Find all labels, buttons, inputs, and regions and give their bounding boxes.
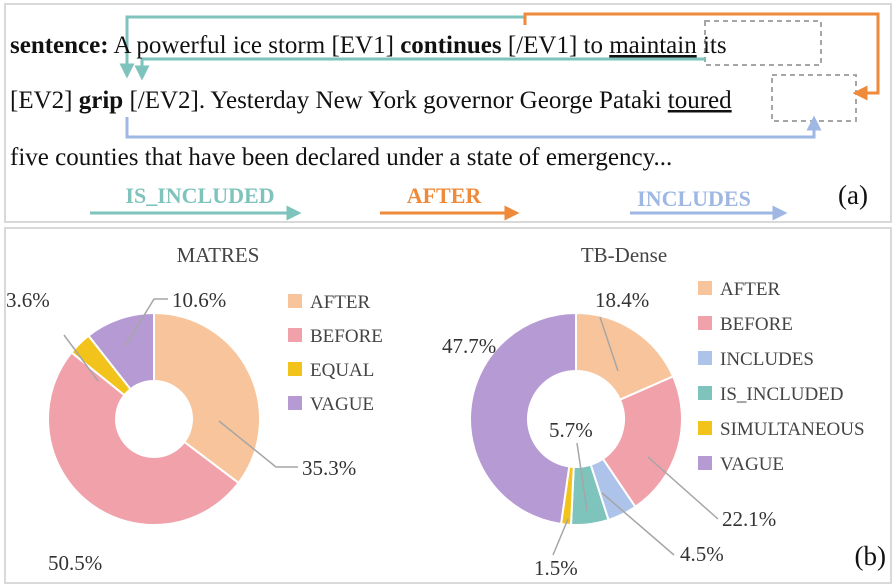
tbdense-value-simultaneous: 1.5% <box>534 556 578 580</box>
matres-slice-before <box>47 351 240 526</box>
matres-leader-lines <box>63 298 298 468</box>
sentence-line-3: five counties that have been declared un… <box>10 144 672 171</box>
matres-leader-equal <box>63 334 99 382</box>
line1-text-3: its <box>697 32 727 59</box>
line1-text-1: A powerful ice storm [EV1] <box>109 32 401 59</box>
matres-value-after: 35.3% <box>302 456 356 480</box>
panel-a: sentence: A powerful ice storm [EV1] con… <box>4 3 892 223</box>
tbdense-leader-before <box>647 456 719 520</box>
legend-includes-label: INCLUDES <box>637 186 751 211</box>
matres-legend-swatch-after <box>288 294 302 308</box>
tbdense-legend-before: BEFORE <box>720 314 793 335</box>
tbdense-legend-simultaneous: SIMULTANEOUS <box>720 419 865 440</box>
sentence-line-1: sentence: A powerful ice storm [EV1] con… <box>10 32 727 59</box>
panel-b: MATRES 35.3% 50.5% 3.6% 10.6% AFTER BEFO… <box>4 227 892 584</box>
tbdense-legend-swatch-is-included <box>698 386 712 400</box>
toured-dashed-box <box>771 74 857 122</box>
matres-legend-vague: VAGUE <box>310 394 374 415</box>
matres-legend-swatch-equal <box>288 362 302 376</box>
matres-slices <box>47 311 261 526</box>
tbdense-slice-before <box>601 375 683 509</box>
tbdense-value-includes: 4.5% <box>680 542 724 566</box>
includes-arrow <box>125 115 822 139</box>
sentence-prefix: sentence: <box>10 32 109 59</box>
tbdense-leader-after <box>599 316 619 372</box>
matres-donut: MATRES 35.3% 50.5% 3.6% 10.6% AFTER BEFO… <box>6 243 383 575</box>
tbdense-slice-vague <box>469 311 577 526</box>
matres-value-equal: 3.6% <box>6 288 50 312</box>
tbdense-legend: AFTER BEFORE INCLUDES IS_INCLUDED SIMULT… <box>698 279 865 475</box>
tbdense-slices <box>469 311 683 526</box>
tbdense-legend-swatch-vague <box>698 456 712 470</box>
matres-value-before: 50.5% <box>48 551 102 575</box>
maintain-word: maintain <box>609 32 697 59</box>
tbdense-slice-after <box>575 311 675 402</box>
matres-slice-vague <box>87 311 155 391</box>
matres-leader-vague <box>125 298 168 346</box>
tbdense-leader-includes <box>601 492 675 556</box>
tbdense-value-is-included: 5.7% <box>549 418 593 442</box>
tbdense-legend-after: AFTER <box>720 279 781 300</box>
ev1-word: continues <box>400 32 502 59</box>
panel-b-charts: MATRES 35.3% 50.5% 3.6% 10.6% AFTER BEFO… <box>6 243 886 580</box>
tbdense-value-before: 22.1% <box>722 507 776 531</box>
tbdense-legend-is-included: IS_INCLUDED <box>720 384 844 405</box>
tbdense-legend-swatch-before <box>698 316 712 330</box>
matres-legend-before: BEFORE <box>310 326 383 347</box>
tbdense-leader-lines <box>552 316 719 556</box>
sentence-line-2: [EV2] grip [/EV2]. Yesterday New York go… <box>10 87 732 114</box>
matres-legend: AFTER BEFORE EQUAL VAGUE <box>288 292 383 415</box>
legend-after-label: AFTER <box>407 183 483 208</box>
matres-value-vague: 10.6% <box>172 288 226 312</box>
matres-legend-after: AFTER <box>310 292 371 313</box>
matres-legend-swatch-vague <box>288 396 302 410</box>
matres-legend-swatch-before <box>288 328 302 342</box>
line1-text-2: [/EV1] to <box>502 32 610 59</box>
panel-a-canvas: sentence: A powerful ice storm [EV1] con… <box>10 12 880 221</box>
tbdense-leader-is-included <box>576 442 588 512</box>
tbdense-value-after: 18.4% <box>595 288 649 312</box>
matres-leader-after <box>218 420 298 468</box>
maintain-dashed-box <box>704 20 822 66</box>
panel-a-label: (a) <box>838 180 868 210</box>
tbdense-legend-swatch-simultaneous <box>698 421 712 435</box>
tbdense-donut: TB-Dense 18.4% 22.1% 4.5% 5.7% 1.5% 47.7… <box>442 243 865 580</box>
tbdense-value-vague: 47.7% <box>442 334 496 358</box>
matres-title: MATRES <box>177 243 260 267</box>
tbdense-legend-vague: VAGUE <box>720 454 784 475</box>
tbdense-title: TB-Dense <box>581 243 667 267</box>
is-included-arrow-2 <box>134 57 705 81</box>
matres-slice-after <box>153 311 261 485</box>
is-included-arrow-1 <box>119 15 525 79</box>
ev2-word: grip <box>79 87 123 114</box>
line2-text-2: [/EV2]. Yesterday New York governor Geor… <box>123 87 668 114</box>
matres-legend-equal: EQUAL <box>310 360 374 381</box>
tbdense-legend-includes: INCLUDES <box>720 349 814 370</box>
line2-text-1: [EV2] <box>10 87 79 114</box>
tbdense-legend-swatch-includes <box>698 351 712 365</box>
panel-b-label: (b) <box>855 541 886 571</box>
toured-word: toured <box>668 87 732 114</box>
after-arrow <box>523 12 880 101</box>
legend-is-included-label: IS_INCLUDED <box>125 183 274 208</box>
tbdense-legend-swatch-after <box>698 281 712 295</box>
tbdense-leader-simultaneous <box>552 518 569 556</box>
